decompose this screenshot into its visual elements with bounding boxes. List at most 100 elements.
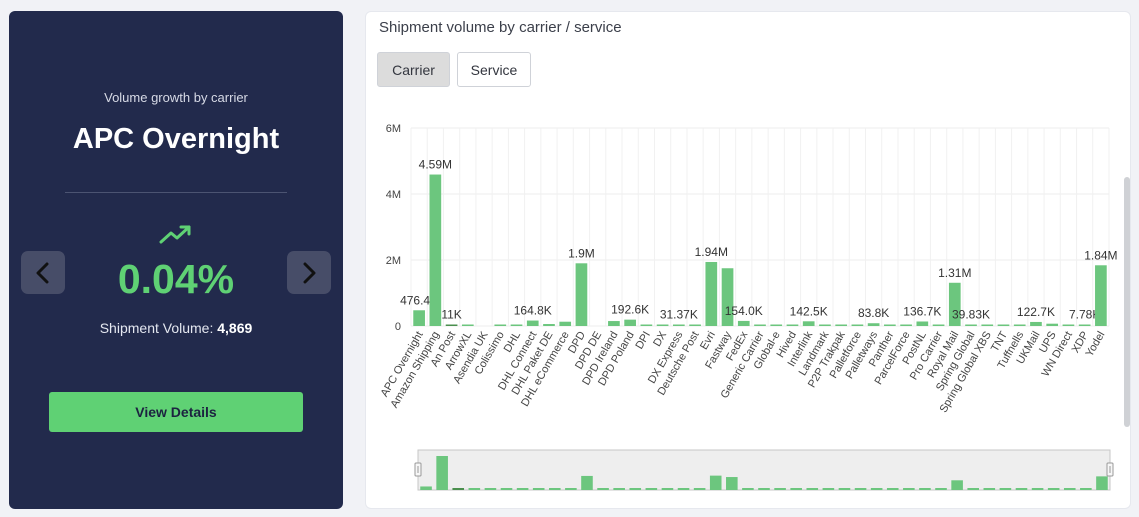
bar — [461, 324, 474, 326]
navigator-bar — [903, 488, 915, 490]
y-tick-label: 4M — [386, 189, 401, 201]
bar — [997, 324, 1010, 326]
bar — [608, 321, 620, 326]
service-toggle-button[interactable]: Service — [457, 52, 531, 87]
navigator-bar — [790, 488, 802, 490]
navigator-bar — [629, 488, 642, 490]
navigator-bar — [774, 488, 786, 490]
shipment-volume-value: 4,869 — [217, 320, 253, 336]
navigator-bar — [999, 488, 1012, 490]
bar — [867, 323, 880, 326]
view-details-button[interactable]: View Details — [49, 392, 303, 432]
chevron-right-icon — [303, 262, 316, 283]
bar — [932, 324, 945, 326]
navigator-window — [417, 449, 1111, 491]
bar — [721, 268, 734, 326]
bar — [786, 324, 799, 326]
navigator-bar — [919, 488, 931, 490]
y-tick-label: 0 — [395, 321, 401, 333]
data-label: 1.94M — [695, 245, 728, 259]
bar — [1046, 323, 1059, 326]
carrier-toggle-button[interactable]: Carrier — [377, 52, 450, 87]
next-carrier-button[interactable] — [287, 251, 331, 294]
navigator-bar — [1080, 488, 1092, 490]
data-label: 154.0K — [725, 304, 763, 318]
navigator-bar — [709, 475, 722, 490]
shipment-volume-label: Shipment Volume: — [99, 320, 214, 336]
navigator-bar — [484, 488, 497, 490]
navigator-bar — [1015, 488, 1028, 490]
navigator-bar — [565, 488, 577, 490]
navigator-bar — [452, 488, 465, 490]
navigator-bar — [951, 480, 963, 490]
bar — [672, 324, 685, 326]
navigator-bar — [532, 488, 545, 490]
bar — [510, 324, 523, 326]
navigator-bar — [548, 488, 561, 490]
navigator-bar — [468, 488, 481, 490]
navigator-bar — [597, 488, 609, 490]
navigator-bar — [661, 488, 674, 490]
summary-caption: Volume growth by carrier — [104, 90, 248, 105]
bar — [916, 321, 929, 326]
data-label: 4.59M — [419, 158, 452, 172]
bar — [1078, 324, 1091, 326]
carrier-summary-panel: Volume growth by carrier APC Overnight 0… — [9, 11, 343, 509]
data-label: 1.9M — [568, 246, 595, 260]
navigator-bar — [935, 488, 947, 490]
navigator-bar — [726, 477, 738, 490]
bar — [1062, 324, 1075, 326]
bar — [1013, 324, 1026, 326]
bar — [1095, 265, 1107, 326]
navigator-bar — [870, 488, 883, 490]
panel-scrollbar[interactable] — [1124, 177, 1130, 427]
data-label: 142.5K — [790, 304, 828, 318]
navigator-bar — [645, 488, 658, 490]
navigator-bar — [1063, 488, 1076, 490]
navigator-bar — [581, 475, 593, 490]
navigator-bar — [420, 486, 432, 490]
bar — [819, 324, 831, 326]
navigator-bar — [436, 456, 448, 490]
bar — [948, 282, 961, 326]
data-label: 1.31M — [938, 266, 971, 280]
chart-panel: 0 2M 4M 6M 476.4K APC Overnight 4.59M Amazon Sh… — [365, 11, 1131, 509]
navigator-bar — [693, 488, 706, 490]
navigator-bar — [983, 488, 996, 490]
navigator-bar — [806, 488, 819, 490]
bar — [413, 310, 425, 326]
bar — [429, 174, 442, 326]
data-label: 7.78K — [1069, 308, 1100, 322]
bar — [559, 321, 572, 326]
previous-carrier-button[interactable] — [21, 251, 65, 294]
navigator-bar — [516, 488, 529, 490]
bar — [770, 324, 783, 326]
navigator-bar — [677, 488, 690, 490]
carrier-name: APC Overnight — [72, 123, 280, 155]
data-label: 31.37K — [660, 308, 698, 322]
bar — [802, 321, 815, 326]
bar — [575, 263, 588, 326]
navigator-bar — [1047, 488, 1060, 490]
bar — [835, 324, 848, 326]
navigator-bar — [1096, 476, 1108, 490]
data-label: 11K — [441, 308, 461, 322]
navigator-bar — [1031, 488, 1044, 490]
bar — [705, 261, 718, 326]
data-label: 122.7K — [1017, 305, 1055, 319]
bar — [656, 324, 669, 326]
navigator-bar — [500, 488, 513, 490]
data-label: 83.8K — [858, 306, 889, 320]
bar — [737, 320, 750, 326]
navigator-bar — [613, 488, 625, 490]
navigator-bar — [742, 488, 754, 490]
data-label: 136.7K — [903, 304, 941, 318]
bar — [445, 324, 458, 326]
y-tick-label: 6M — [386, 123, 401, 135]
y-tick-label: 2M — [386, 255, 401, 267]
data-label: 164.8K — [514, 304, 552, 318]
x-tick-label: DPI — [633, 330, 653, 352]
data-label: 192.6K — [611, 303, 649, 317]
navigator-bar — [758, 488, 770, 490]
